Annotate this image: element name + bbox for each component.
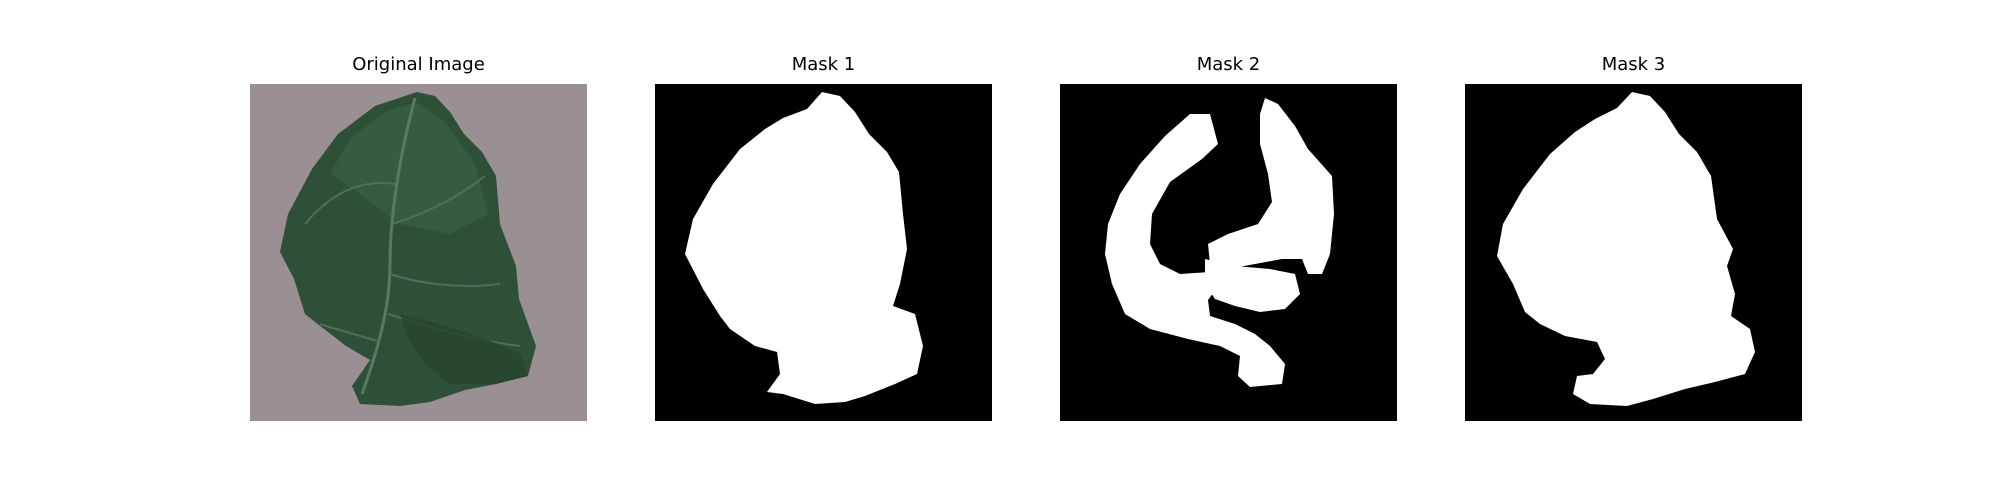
mask-2-title: Mask 2 bbox=[1196, 54, 1261, 75]
mask-1-panel: Mask 1 bbox=[655, 54, 992, 421]
mask-2-middle-band bbox=[1205, 259, 1300, 312]
leaf-photo bbox=[250, 84, 587, 421]
mask-3-image bbox=[1465, 84, 1802, 421]
mask-2-right-arc bbox=[1208, 98, 1334, 274]
mask-2-image bbox=[1060, 84, 1397, 421]
mask-1-image bbox=[655, 84, 992, 421]
leaf-vein bbox=[304, 175, 521, 347]
mask-2-panel: Mask 2 bbox=[1060, 54, 1397, 421]
original-image-panel: Original Image bbox=[250, 54, 587, 421]
mask-2-left-arc bbox=[1105, 114, 1285, 387]
mask-1-title: Mask 1 bbox=[791, 54, 856, 75]
mask-2-inner-hole bbox=[1172, 212, 1210, 256]
mask-3-region bbox=[1497, 92, 1755, 406]
original-image-title: Original Image bbox=[352, 54, 485, 75]
mask-3-title: Mask 3 bbox=[1601, 54, 1666, 75]
leaf-shadow-fold bbox=[400, 314, 528, 384]
mask-1-region bbox=[685, 92, 923, 404]
leaf-midrib bbox=[360, 97, 417, 395]
mask-3-panel: Mask 3 bbox=[1465, 54, 1802, 421]
